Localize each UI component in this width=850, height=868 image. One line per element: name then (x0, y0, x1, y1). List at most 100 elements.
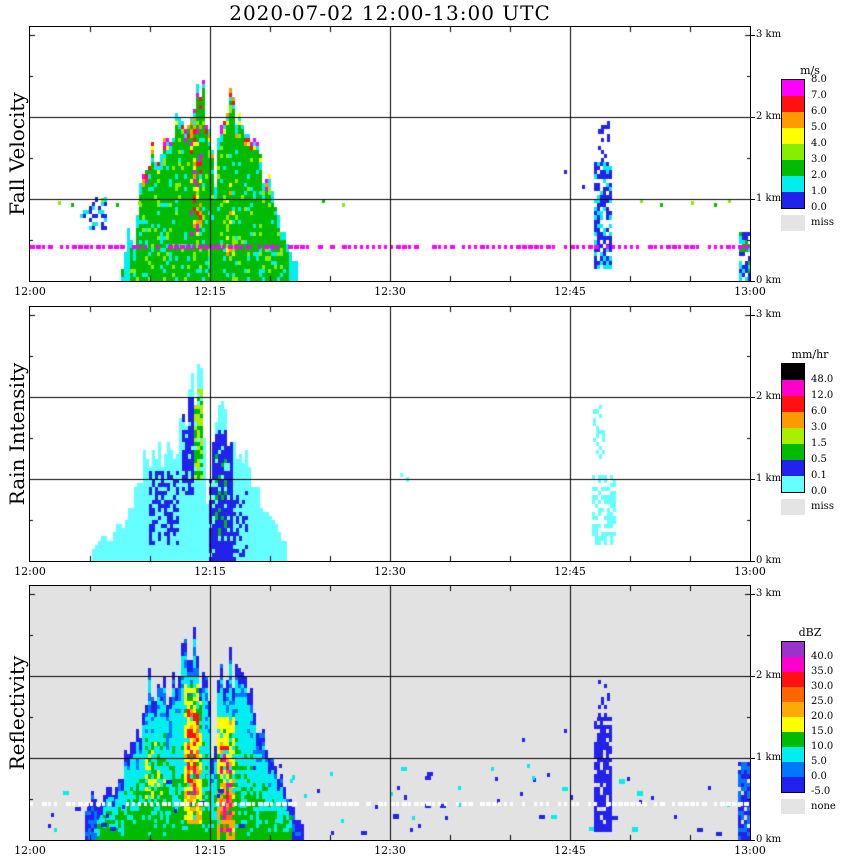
colorbar-cell (782, 687, 804, 702)
plot-rain-intensity (29, 306, 751, 562)
colorbar-tick-label: 30.0 (811, 681, 834, 692)
y-tick-mark (750, 479, 755, 480)
colorbar-cell (782, 192, 804, 208)
y-tick-label: 2 km (756, 391, 782, 402)
colorbar-cell (782, 717, 804, 732)
ylabel-rain-intensity: Rain Intensity (5, 362, 29, 506)
colorbar-cell (782, 732, 804, 747)
colorbar-cell (782, 747, 804, 762)
colorbar-tick-label: 48.0 (811, 374, 834, 385)
colorbar-cell (782, 412, 804, 428)
y-tick-mark (750, 840, 755, 841)
colorbar-rain-intensity (781, 363, 805, 493)
y-tick-mark (750, 315, 755, 316)
colorbar-cell (782, 702, 804, 717)
colorbar-tick-label: 40.0 (811, 651, 834, 662)
x-tick-label: 12:00 (14, 285, 46, 298)
x-tick-label: 12:30 (374, 285, 406, 298)
colorbar-fall-velocity (781, 79, 805, 209)
y-tick-mark (750, 35, 755, 36)
y-tick-mark (750, 561, 755, 562)
colorbar-unit-fall-velocity: m/s (800, 64, 820, 77)
heatmap-rain-intensity (30, 307, 750, 561)
chart-title: 2020-07-02 12:00-13:00 UTC (229, 1, 551, 25)
x-tick-label: 13:00 (734, 565, 766, 578)
y-tick-label: 1 km (756, 752, 782, 763)
y-tick-label: 0 km (756, 275, 782, 286)
colorbar-cell (782, 80, 804, 96)
colorbar-cell (782, 176, 804, 192)
y-tick-mark (750, 281, 755, 282)
x-tick-label: 12:00 (14, 565, 46, 578)
x-tick-label: 12:45 (554, 565, 586, 578)
y-tick-label: 3 km (756, 29, 782, 40)
colorbar-tick-label: 20.0 (811, 711, 834, 722)
colorbar-cell (782, 380, 804, 396)
colorbar-tick-label: 0.0 (811, 771, 827, 782)
colorbar-reflectivity (781, 641, 805, 793)
colorbar-cell (782, 160, 804, 176)
colorbar-unit-rain-intensity: mm/hr (791, 348, 829, 361)
plot-fall-velocity (29, 26, 751, 282)
x-tick-label: 13:00 (734, 844, 766, 857)
colorbar-cell (782, 444, 804, 460)
colorbar-tick-label: 12.0 (811, 390, 834, 401)
ylabel-fall-velocity: Fall Velocity (5, 92, 29, 216)
y-tick-label: 1 km (756, 193, 782, 204)
colorbar-miss-label: none (811, 801, 836, 812)
y-tick-mark (750, 594, 755, 595)
colorbar-miss-label: miss (811, 217, 834, 228)
colorbar-tick-label: 3.0 (811, 154, 827, 165)
colorbar-cell (782, 396, 804, 412)
colorbar-cell (782, 642, 804, 657)
colorbar-cell (782, 428, 804, 444)
colorbar-tick-label: 7.0 (811, 90, 827, 101)
colorbar-tick-label: 0.1 (811, 470, 827, 481)
colorbar-miss-swatch (781, 799, 805, 814)
x-tick-label: 13:00 (734, 285, 766, 298)
colorbar-tick-label: 15.0 (811, 726, 834, 737)
colorbar-cell (782, 672, 804, 687)
x-tick-label: 12:30 (374, 565, 406, 578)
colorbar-tick-label: 10.0 (811, 741, 834, 752)
colorbar-tick-label: 0.5 (811, 454, 827, 465)
colorbar-tick-label: 6.0 (811, 406, 827, 417)
y-tick-label: 3 km (756, 588, 782, 599)
colorbar-tick-label: 5.0 (811, 756, 827, 767)
colorbar-cell (782, 762, 804, 777)
x-tick-label: 12:45 (554, 844, 586, 857)
y-tick-mark (750, 676, 755, 677)
y-tick-label: 2 km (756, 111, 782, 122)
colorbar-unit-reflectivity: dBZ (798, 626, 822, 639)
colorbar-tick-label: 1.5 (811, 438, 827, 449)
colorbar-tick-label: 35.0 (811, 666, 834, 677)
y-tick-mark (750, 397, 755, 398)
y-tick-mark (750, 199, 755, 200)
heatmap-fall-velocity (30, 27, 750, 281)
colorbar-miss-swatch (781, 215, 805, 231)
colorbar-tick-label: 0.0 (811, 202, 827, 213)
y-tick-label: 0 km (756, 834, 782, 845)
colorbar-miss-swatch (781, 499, 805, 515)
colorbar-miss-label: miss (811, 501, 834, 512)
y-tick-mark (750, 758, 755, 759)
colorbar-tick-label: 4.0 (811, 138, 827, 149)
ylabel-reflectivity: Reflectivity (5, 655, 29, 771)
colorbar-tick-label: 25.0 (811, 696, 834, 707)
colorbar-cell (782, 777, 804, 792)
x-tick-label: 12:15 (194, 285, 226, 298)
x-tick-label: 12:30 (374, 844, 406, 857)
colorbar-tick-label: 0.0 (811, 486, 827, 497)
colorbar-tick-label: 5.0 (811, 122, 827, 133)
plot-reflectivity (29, 585, 751, 841)
colorbar-tick-label: 1.0 (811, 186, 827, 197)
heatmap-reflectivity (30, 586, 750, 840)
x-tick-label: 12:00 (14, 844, 46, 857)
colorbar-cell (782, 364, 804, 380)
y-tick-label: 0 km (756, 555, 782, 566)
colorbar-tick-label: 3.0 (811, 422, 827, 433)
